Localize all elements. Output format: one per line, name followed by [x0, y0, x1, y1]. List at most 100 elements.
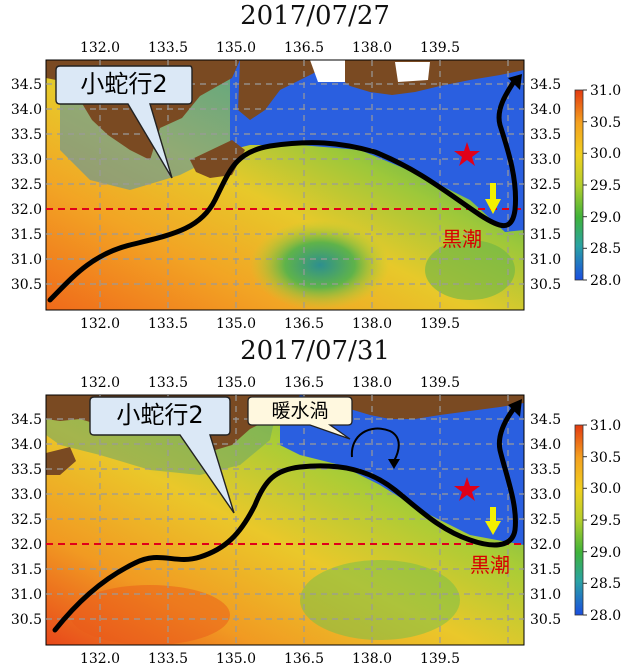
- svg-text:32.5: 32.5: [11, 512, 42, 528]
- svg-text:135.0: 135.0: [216, 316, 256, 332]
- svg-text:31.0: 31.0: [11, 252, 42, 268]
- kuroshio-path: [52, 404, 518, 633]
- path-arrowhead-icon: [508, 399, 522, 417]
- svg-text:139.5: 139.5: [420, 375, 460, 391]
- map-figure: 小蛇行2 暖水渦 黒潮 132.0 133.5 135.0 136.5 138.…: [11, 375, 621, 667]
- svg-text:34.0: 34.0: [530, 437, 561, 453]
- svg-text:133.5: 133.5: [148, 316, 188, 332]
- current-label: 黒潮: [470, 553, 510, 577]
- svg-text:29.0: 29.0: [590, 545, 621, 561]
- svg-text:136.5: 136.5: [284, 316, 324, 332]
- svg-text:133.5: 133.5: [148, 375, 188, 391]
- left-lat-labels: 30.5 31.0 31.5 32.0 32.5 33.0 33.5 34.0 …: [11, 77, 42, 293]
- svg-text:31.0: 31.0: [530, 587, 561, 603]
- svg-text:136.5: 136.5: [284, 651, 324, 667]
- svg-text:28.5: 28.5: [590, 576, 621, 592]
- map-panel-2017-07-27: 2017/07/27: [11, 1, 621, 332]
- svg-text:136.5: 136.5: [284, 40, 324, 56]
- svg-text:139.5: 139.5: [420, 40, 460, 56]
- svg-text:31.5: 31.5: [11, 562, 42, 578]
- svg-text:30.0: 30.0: [590, 481, 621, 497]
- svg-text:33.0: 33.0: [11, 152, 42, 168]
- svg-text:30.5: 30.5: [11, 612, 42, 628]
- kuroshio-path: [47, 77, 519, 303]
- svg-text:138.0: 138.0: [352, 316, 392, 332]
- eddy-callout: 暖水渦: [247, 396, 353, 440]
- svg-text:30.5: 30.5: [590, 450, 621, 466]
- svg-text:33.5: 33.5: [530, 127, 561, 143]
- star-icon: [454, 477, 480, 501]
- svg-text:139.5: 139.5: [420, 316, 460, 332]
- svg-text:32.0: 32.0: [11, 202, 42, 218]
- svg-text:29.5: 29.5: [590, 513, 621, 529]
- left-lat-labels: 30.5 31.0 31.5 32.0 32.5 33.0 33.5 34.0 …: [11, 412, 42, 628]
- svg-text:30.5: 30.5: [11, 277, 42, 293]
- colorbar: 31.0 30.5 30.0 29.5 29.0 28.5 28.0: [574, 418, 621, 624]
- svg-text:132.0: 132.0: [80, 651, 120, 667]
- svg-text:33.0: 33.0: [530, 152, 561, 168]
- right-lat-labels: 30.5 31.0 31.5 32.0 32.5 33.0 33.5 34.0 …: [530, 412, 561, 628]
- svg-text:30.5: 30.5: [590, 115, 621, 131]
- right-lat-labels: 30.5 31.0 31.5 32.0 32.5 33.0 33.5 34.0 …: [530, 77, 561, 293]
- bottom-lon-labels: 132.0 133.5 135.0 136.5 138.0 139.5: [80, 316, 460, 332]
- svg-text:31.5: 31.5: [530, 227, 561, 243]
- svg-text:132.0: 132.0: [80, 316, 120, 332]
- svg-text:34.5: 34.5: [530, 77, 561, 93]
- eddy-circulation-arrow: [350, 427, 400, 462]
- svg-text:28.0: 28.0: [590, 608, 621, 624]
- svg-text:30.5: 30.5: [530, 612, 561, 628]
- eddy-arrowhead-icon: [388, 459, 400, 469]
- svg-text:133.5: 133.5: [148, 651, 188, 667]
- current-label: 黒潮: [442, 227, 482, 251]
- svg-text:30.5: 30.5: [530, 277, 561, 293]
- svg-text:30.0: 30.0: [590, 146, 621, 162]
- top-lon-labels: 132.0 133.5 135.0 136.5 138.0 139.5: [80, 40, 460, 56]
- svg-text:33.5: 33.5: [11, 462, 42, 478]
- svg-text:138.0: 138.0: [352, 40, 392, 56]
- meander-label: 小蛇行2: [80, 70, 167, 98]
- svg-text:31.0: 31.0: [11, 587, 42, 603]
- svg-text:34.0: 34.0: [11, 102, 42, 118]
- svg-text:33.0: 33.0: [11, 487, 42, 503]
- svg-text:32.0: 32.0: [530, 202, 561, 218]
- down-arrow-icon: [485, 507, 501, 535]
- svg-text:32.5: 32.5: [530, 177, 561, 193]
- svg-text:132.0: 132.0: [80, 40, 120, 56]
- svg-text:29.0: 29.0: [590, 210, 621, 226]
- svg-text:33.5: 33.5: [11, 127, 42, 143]
- svg-text:32.0: 32.0: [530, 537, 561, 553]
- svg-text:138.0: 138.0: [352, 375, 392, 391]
- svg-text:132.0: 132.0: [80, 375, 120, 391]
- svg-text:138.0: 138.0: [352, 651, 392, 667]
- eddy-label: 暖水渦: [271, 400, 328, 422]
- panel-title: 2017/07/31: [240, 336, 390, 366]
- down-arrow-icon: [485, 183, 501, 214]
- svg-text:28.0: 28.0: [590, 273, 621, 289]
- svg-text:139.5: 139.5: [420, 651, 460, 667]
- svg-text:33.0: 33.0: [530, 487, 561, 503]
- svg-text:31.0: 31.0: [590, 83, 621, 99]
- meander-callout: 小蛇行2: [55, 65, 193, 179]
- svg-text:32.5: 32.5: [11, 177, 42, 193]
- svg-text:29.5: 29.5: [590, 178, 621, 194]
- svg-text:34.0: 34.0: [11, 437, 42, 453]
- svg-text:31.0: 31.0: [590, 418, 621, 434]
- top-lon-labels: 132.0 133.5 135.0 136.5 138.0 139.5: [80, 375, 460, 391]
- svg-text:31.5: 31.5: [530, 562, 561, 578]
- star-icon: [454, 142, 480, 166]
- svg-text:34.5: 34.5: [530, 412, 561, 428]
- svg-text:32.5: 32.5: [530, 512, 561, 528]
- svg-text:31.0: 31.0: [530, 252, 561, 268]
- path-arrowhead-icon: [508, 74, 522, 90]
- svg-text:28.5: 28.5: [590, 241, 621, 257]
- panel-title: 2017/07/27: [240, 1, 390, 31]
- svg-text:33.5: 33.5: [530, 462, 561, 478]
- svg-text:135.0: 135.0: [216, 651, 256, 667]
- colorbar: 31.0 30.5 30.0 29.5 29.0 28.5 28.0: [574, 83, 621, 289]
- bottom-lon-labels: 132.0 133.5 135.0 136.5 138.0 139.5: [80, 651, 460, 667]
- map-figure: 小蛇行2 黒潮 132.0 133.5 135.0 136.5 138.0 13…: [11, 40, 621, 332]
- meander-callout: 小蛇行2: [89, 396, 235, 514]
- svg-text:135.0: 135.0: [216, 375, 256, 391]
- svg-text:133.5: 133.5: [148, 40, 188, 56]
- svg-text:32.0: 32.0: [11, 537, 42, 553]
